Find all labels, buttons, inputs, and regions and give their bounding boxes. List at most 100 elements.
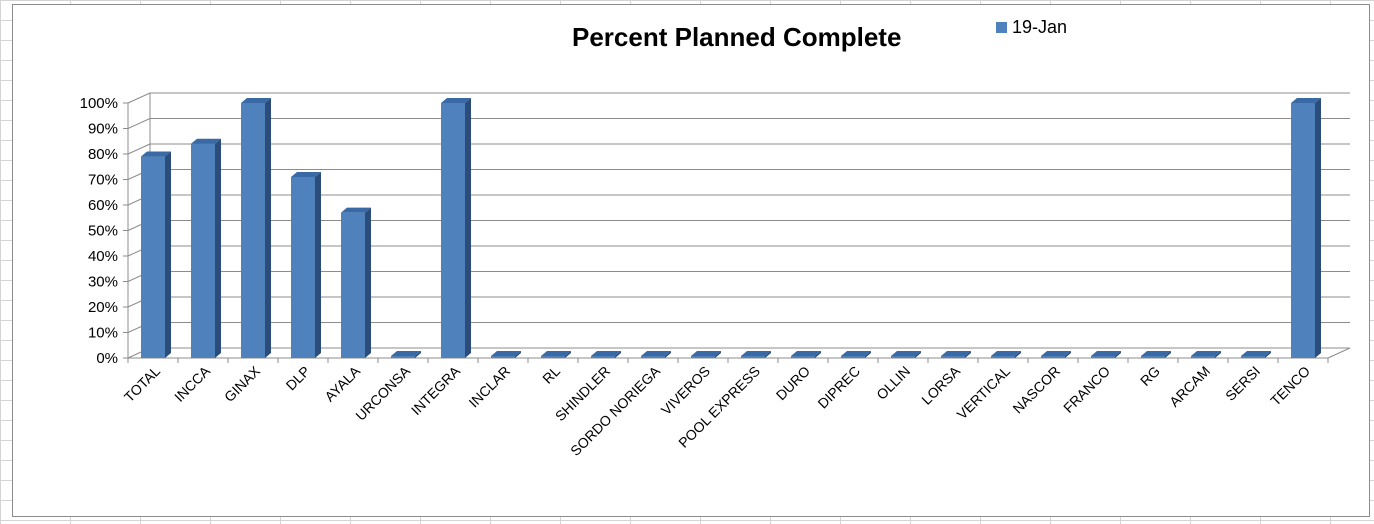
- bar-side: [165, 151, 171, 358]
- bar-side: [1015, 351, 1021, 358]
- x-tick-label: NASCOR: [1009, 363, 1063, 417]
- bar-top: [991, 351, 1021, 356]
- x-tick-label: INCLAR: [465, 363, 513, 411]
- bar-top: [941, 351, 971, 356]
- y-tick-label: 40%: [88, 248, 118, 265]
- bar-top: [341, 207, 371, 213]
- bar-side: [215, 138, 221, 358]
- bar-top: [791, 351, 821, 356]
- bar-top: [891, 351, 921, 356]
- x-tick-label: DIPREC: [814, 363, 863, 412]
- y-tick-label: 80%: [88, 146, 118, 163]
- bar-side: [815, 351, 821, 358]
- x-tick-label: INTEGRA: [408, 362, 464, 418]
- x-tick-label: VERTICAL: [954, 363, 1014, 423]
- y-tick-label: 50%: [88, 223, 118, 240]
- bar-side: [865, 351, 871, 358]
- x-tick-label: INCCA: [171, 362, 214, 405]
- bar-side: [615, 351, 621, 358]
- bar-side: [765, 351, 771, 358]
- bar-top: [141, 151, 171, 157]
- bar: [191, 143, 215, 358]
- bar: [1291, 103, 1315, 358]
- y-tick-label: 100%: [80, 95, 118, 112]
- bar-top: [1041, 351, 1071, 356]
- x-tick-label: DLP: [283, 363, 314, 394]
- bar-top: [691, 351, 721, 356]
- bar-side: [515, 351, 521, 358]
- bar-top: [291, 171, 321, 177]
- x-tick-label: URCONSA: [352, 362, 413, 423]
- bar-top: [391, 351, 421, 356]
- x-tick-label: OLLIN: [873, 363, 913, 403]
- gridline-depth: [127, 92, 151, 104]
- bar-top: [1141, 351, 1171, 356]
- y-tick-label: 0%: [96, 350, 118, 367]
- bar-top: [1291, 98, 1321, 103]
- bar: [1041, 356, 1065, 358]
- bar-top: [1191, 351, 1221, 356]
- bar-side: [315, 171, 321, 358]
- x-tick-label: AYALA: [321, 362, 363, 404]
- chart-legend: 19-Jan: [996, 17, 1067, 38]
- x-tick-label: LORSA: [918, 362, 963, 407]
- bar: [791, 356, 815, 358]
- x-tick-label: SORDO NORIEGA: [567, 362, 663, 458]
- bar-side: [1165, 351, 1171, 358]
- bar-side: [715, 351, 721, 358]
- bar-top: [241, 98, 271, 103]
- bar-top: [591, 351, 621, 356]
- bar-top: [541, 351, 571, 356]
- bar: [591, 356, 615, 358]
- bar-side: [565, 351, 571, 358]
- bar: [391, 356, 415, 358]
- chart-title: Percent Planned Complete: [572, 22, 902, 52]
- x-tick-label: TOTAL: [121, 363, 163, 405]
- x-tick-label: ARCAM: [1166, 363, 1213, 410]
- bar: [841, 356, 865, 358]
- bar: [1141, 356, 1165, 358]
- bar: [1191, 356, 1215, 358]
- y-tick-label: 30%: [88, 274, 118, 291]
- bar: [291, 176, 315, 358]
- bar-top: [1241, 351, 1271, 356]
- y-tick-label: 10%: [88, 325, 118, 342]
- bar: [641, 356, 665, 358]
- bar: [141, 156, 165, 358]
- bar-top: [641, 351, 671, 356]
- bar-top: [441, 98, 471, 103]
- bar: [341, 212, 365, 358]
- bar: [491, 356, 515, 358]
- x-tick-label: SERSI: [1222, 363, 1263, 404]
- bar-side: [365, 207, 371, 358]
- bar-side: [265, 98, 271, 358]
- legend-label: 19-Jan: [1012, 17, 1068, 37]
- bar-top: [1091, 351, 1121, 356]
- bar-side: [415, 351, 421, 358]
- y-tick-label: 60%: [88, 197, 118, 214]
- bar: [691, 356, 715, 358]
- bar-top: [491, 351, 521, 356]
- bar-side: [915, 351, 921, 358]
- y-tick-label: 70%: [88, 172, 118, 189]
- bar: [541, 356, 565, 358]
- bar-side: [1315, 98, 1321, 358]
- x-tick-label: GINAX: [221, 362, 264, 405]
- gridline-depth: [127, 143, 151, 155]
- x-tick-label: DURO: [773, 363, 814, 404]
- bar-side: [465, 98, 471, 358]
- x-tick-label: RL: [539, 363, 563, 387]
- x-tick-label: RG: [1137, 363, 1163, 389]
- bar-top: [841, 351, 871, 356]
- bar: [941, 356, 965, 358]
- chart-area[interactable]: [12, 4, 1370, 517]
- y-tick-label: 20%: [88, 299, 118, 316]
- bar-side: [965, 351, 971, 358]
- bar-side: [665, 351, 671, 358]
- bar-side: [1215, 351, 1221, 358]
- bar: [441, 103, 465, 358]
- bar: [991, 356, 1015, 358]
- x-tick-label: TENCO: [1267, 363, 1313, 409]
- x-tick-label: FRANCO: [1060, 363, 1113, 416]
